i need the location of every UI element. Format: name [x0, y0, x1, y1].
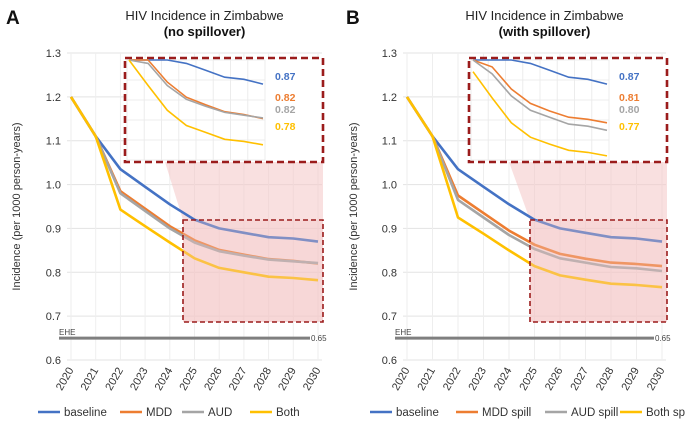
y-tick-label: 0.8	[46, 267, 61, 279]
zoom-series-line-aud	[128, 59, 264, 119]
zoom-connector-shade	[165, 162, 323, 322]
legend-label: Both spill	[646, 407, 685, 419]
zoom-value-label: 0.87	[275, 71, 296, 83]
y-axis-label: Incidence (per 1000 person-years)	[11, 122, 23, 290]
chart-subtitle: (no spillover)	[164, 24, 246, 39]
y-tick-label: 0.8	[382, 267, 397, 279]
y-tick-label: 1.0	[382, 180, 397, 192]
zoom-value-label: 0.78	[275, 121, 296, 133]
ehe-value-label: 0.65	[311, 334, 327, 343]
series-line-both	[69, 96, 319, 282]
y-axis-label: Incidence (per 1000 person-years)	[348, 122, 360, 290]
panel-b: B HIV Incidence in Zimbabwe(with spillove…	[346, 8, 685, 419]
legend-label: baseline	[64, 407, 107, 419]
y-tick-label: 0.6	[46, 355, 61, 367]
highlight-region-box	[182, 219, 324, 323]
panel-letter: A	[6, 8, 20, 29]
y-tick-label: 0.7	[46, 311, 61, 323]
ehe-label: EHE	[59, 328, 75, 337]
zoom-value-label: 0.80	[619, 104, 640, 116]
zoom-value-label: 0.81	[619, 92, 640, 104]
legend-label: MDD spill	[482, 407, 531, 419]
zoom-value-label: 0.82	[275, 104, 296, 116]
zoom-series-line-both	[128, 59, 264, 146]
zoom-value-label: 0.87	[619, 71, 640, 83]
ehe-value-label: 0.65	[655, 334, 671, 343]
zoom-series-line-aud-spill	[472, 59, 608, 132]
y-tick-label: 1.1	[382, 136, 397, 148]
legend-label: AUD spill	[571, 407, 618, 419]
chart-title: HIV Incidence in Zimbabwe	[125, 8, 283, 23]
y-tick-label: 1.2	[382, 92, 397, 104]
zoom-value-label: 0.82	[275, 92, 296, 104]
y-tick-label: 1.0	[46, 180, 61, 192]
y-tick-label: 1.3	[382, 48, 397, 60]
y-tick-label: 0.6	[382, 355, 397, 367]
zoom-series-line-both-spill	[472, 71, 608, 157]
y-tick-label: 0.9	[382, 223, 397, 235]
legend-label: MDD	[146, 407, 172, 419]
series-line-both-spill	[405, 96, 663, 289]
y-tick-label: 0.9	[46, 223, 61, 235]
legend-label: Both	[276, 407, 300, 419]
zoom-value-label: 0.77	[619, 121, 640, 133]
zoom-inset-content: 0.87 0.820.82 0.78	[126, 59, 296, 161]
y-tick-label: 1.2	[46, 92, 61, 104]
zoom-series-line-mdd-spill	[472, 59, 608, 124]
y-tick-label: 1.3	[46, 48, 61, 60]
chart-subtitle: (with spillover)	[499, 24, 591, 39]
zoom-series-line-baseline	[473, 59, 608, 85]
ehe-label: EHE	[395, 328, 411, 337]
panel-a: A HIV Incidence in Zimbabwe(no spillover)…	[6, 8, 327, 419]
zoom-inset-content: 0.87 0.810.80 0.77	[470, 59, 640, 161]
chart-title: HIV Incidence in Zimbabwe	[465, 8, 623, 23]
zoom-connector-shade	[509, 162, 667, 322]
y-tick-label: 1.1	[46, 136, 61, 148]
panel-letter: B	[346, 8, 360, 29]
legend-label: AUD	[208, 407, 232, 419]
y-tick-label: 0.7	[382, 311, 397, 323]
legend-label: baseline	[396, 407, 439, 419]
series-line-aud	[69, 96, 319, 265]
series-line-aud-spill	[405, 96, 663, 273]
zoom-series-line-baseline	[129, 59, 264, 85]
highlight-region-box	[529, 219, 668, 323]
